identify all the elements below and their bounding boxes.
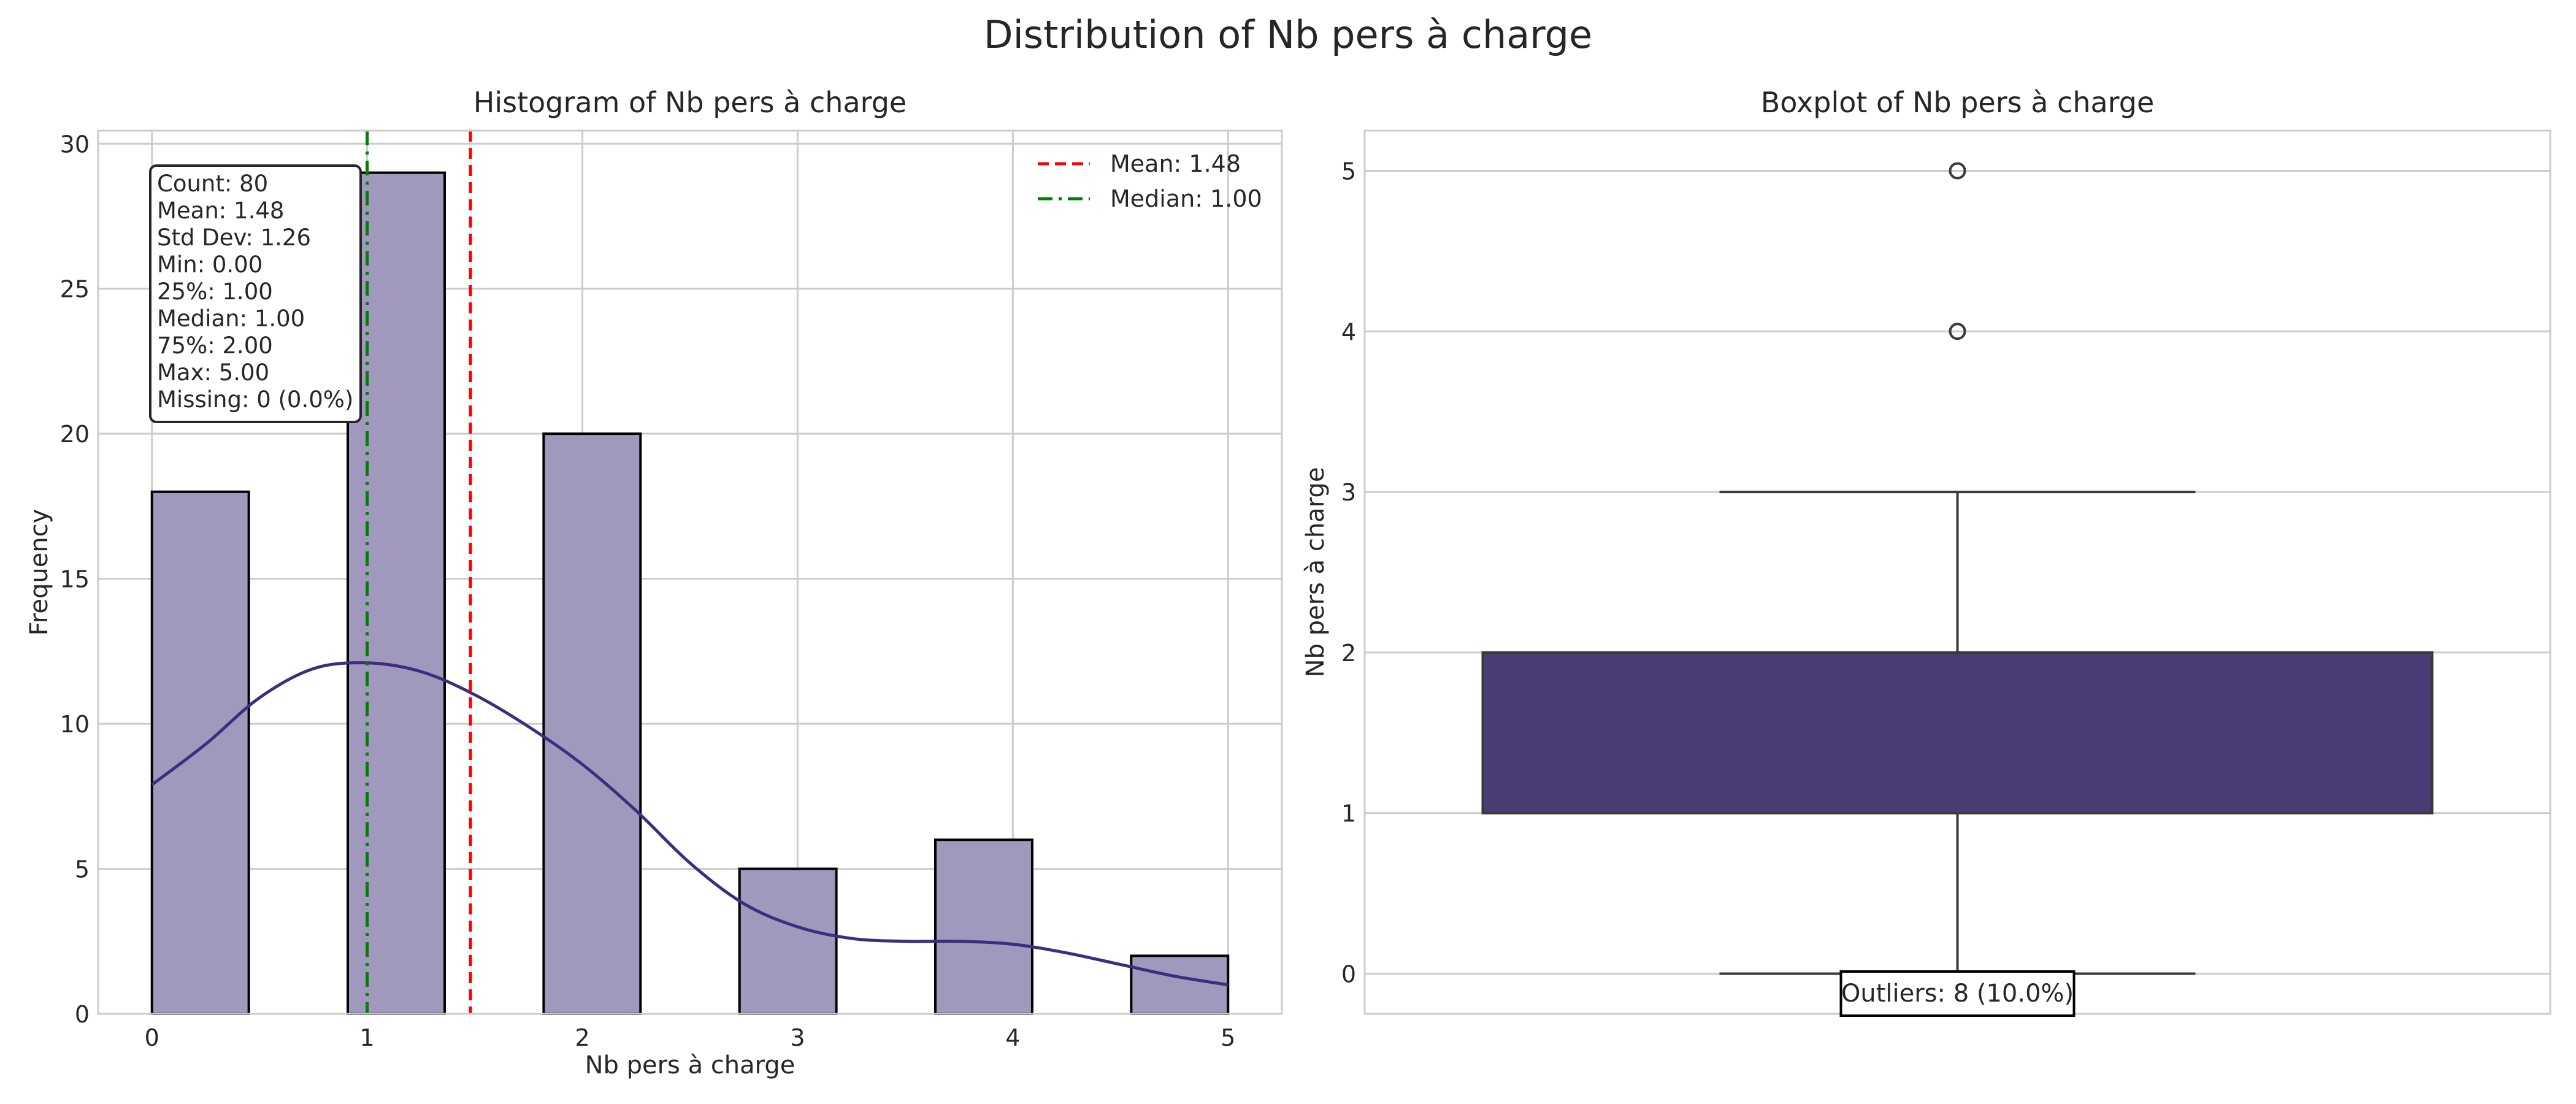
y-tick-label: 0	[1341, 961, 1356, 988]
legend-label: Median: 1.00	[1110, 185, 1262, 212]
stats-line: Median: 1.00	[157, 305, 305, 332]
outliers-annotation: Outliers: 8 (10.0%)	[1839, 970, 2076, 1017]
stats-line: 75%: 2.00	[157, 332, 273, 359]
boxplot-y-tick-labels: 0 1 2 3 4 5	[1341, 158, 1356, 987]
histogram-bars	[150, 171, 1230, 1016]
y-tick-label: 2	[1341, 640, 1356, 667]
histogram-bar	[150, 490, 250, 1015]
figure-title: Distribution of Nb pers à charge	[984, 12, 1592, 57]
y-tick-label: 30	[60, 131, 90, 158]
x-tick-label: 2	[575, 1024, 589, 1051]
histogram-title: Histogram of Nb pers à charge	[473, 86, 907, 119]
boxplot-elements	[1481, 162, 2434, 975]
x-tick-label: 3	[790, 1024, 805, 1051]
histogram-bar	[542, 432, 642, 1015]
outliers-annotation-text: Outliers: 8 (10.0%)	[1841, 979, 2074, 1008]
histogram-panel: 0 1 2 3 4 5 0 5 10 15 20 25 30 Histogram of Nb pers…	[25, 86, 1283, 1079]
kde-curve	[151, 661, 1229, 987]
boxplot-panel: 0 1 2 3 4 5 Boxplot of Nb pers à charge Nb pe…	[1301, 86, 2551, 1017]
histogram-bar	[934, 838, 1033, 1015]
iqr-box	[1481, 651, 2434, 815]
boxplot-title: Boxplot of Nb pers à charge	[1761, 86, 2155, 119]
x-tick-label: 1	[360, 1024, 375, 1051]
reference-lines	[366, 131, 472, 1014]
stats-line: Max: 5.00	[157, 359, 269, 386]
y-tick-label: 10	[60, 711, 90, 738]
histogram-bar	[1130, 954, 1230, 1015]
x-tick-label: 4	[1005, 1024, 1020, 1051]
y-tick-label: 3	[1341, 479, 1356, 506]
x-tick-label: 0	[145, 1024, 159, 1051]
stats-line: Mean: 1.48	[157, 197, 284, 224]
outlier-point	[1949, 162, 1966, 180]
x-tick-label: 5	[1221, 1024, 1235, 1051]
y-tick-label: 20	[60, 421, 90, 448]
y-tick-label: 15	[60, 566, 90, 593]
histogram-axes-frame	[97, 129, 1283, 1015]
legend: Mean: 1.48 Median: 1.00	[1038, 150, 1262, 212]
y-tick-label: 5	[1341, 158, 1356, 185]
y-tick-label: 4	[1341, 318, 1356, 345]
stats-line: Missing: 0 (0.0%)	[157, 386, 353, 413]
stats-box-frame	[149, 164, 362, 423]
outliers-annotation-frame	[1839, 970, 2076, 1017]
histogram-x-tick-labels: 0 1 2 3 4 5	[145, 1024, 1236, 1051]
stats-line: Min: 0.00	[157, 251, 263, 278]
histogram-x-axis-label: Nb pers à charge	[585, 1051, 795, 1079]
histogram-y-axis-label: Frequency	[25, 509, 53, 636]
legend-label: Mean: 1.48	[1110, 150, 1241, 177]
y-tick-label: 5	[75, 856, 90, 883]
boxplot-y-axis-label: Nb pers à charge	[1301, 467, 1330, 678]
histogram-bar	[738, 867, 838, 1015]
y-tick-label: 0	[75, 1001, 90, 1028]
outlier-point	[1949, 323, 1966, 340]
histogram-y-tick-labels: 0 5 10 15 20 25 30	[60, 131, 90, 1028]
stats-line: Count: 80	[157, 171, 268, 197]
y-tick-label: 25	[60, 276, 90, 303]
stats-line: 25%: 1.00	[157, 278, 273, 305]
y-tick-label: 1	[1341, 800, 1356, 827]
histogram-bar	[347, 171, 446, 1016]
stats-line: Std Dev: 1.26	[157, 224, 311, 251]
